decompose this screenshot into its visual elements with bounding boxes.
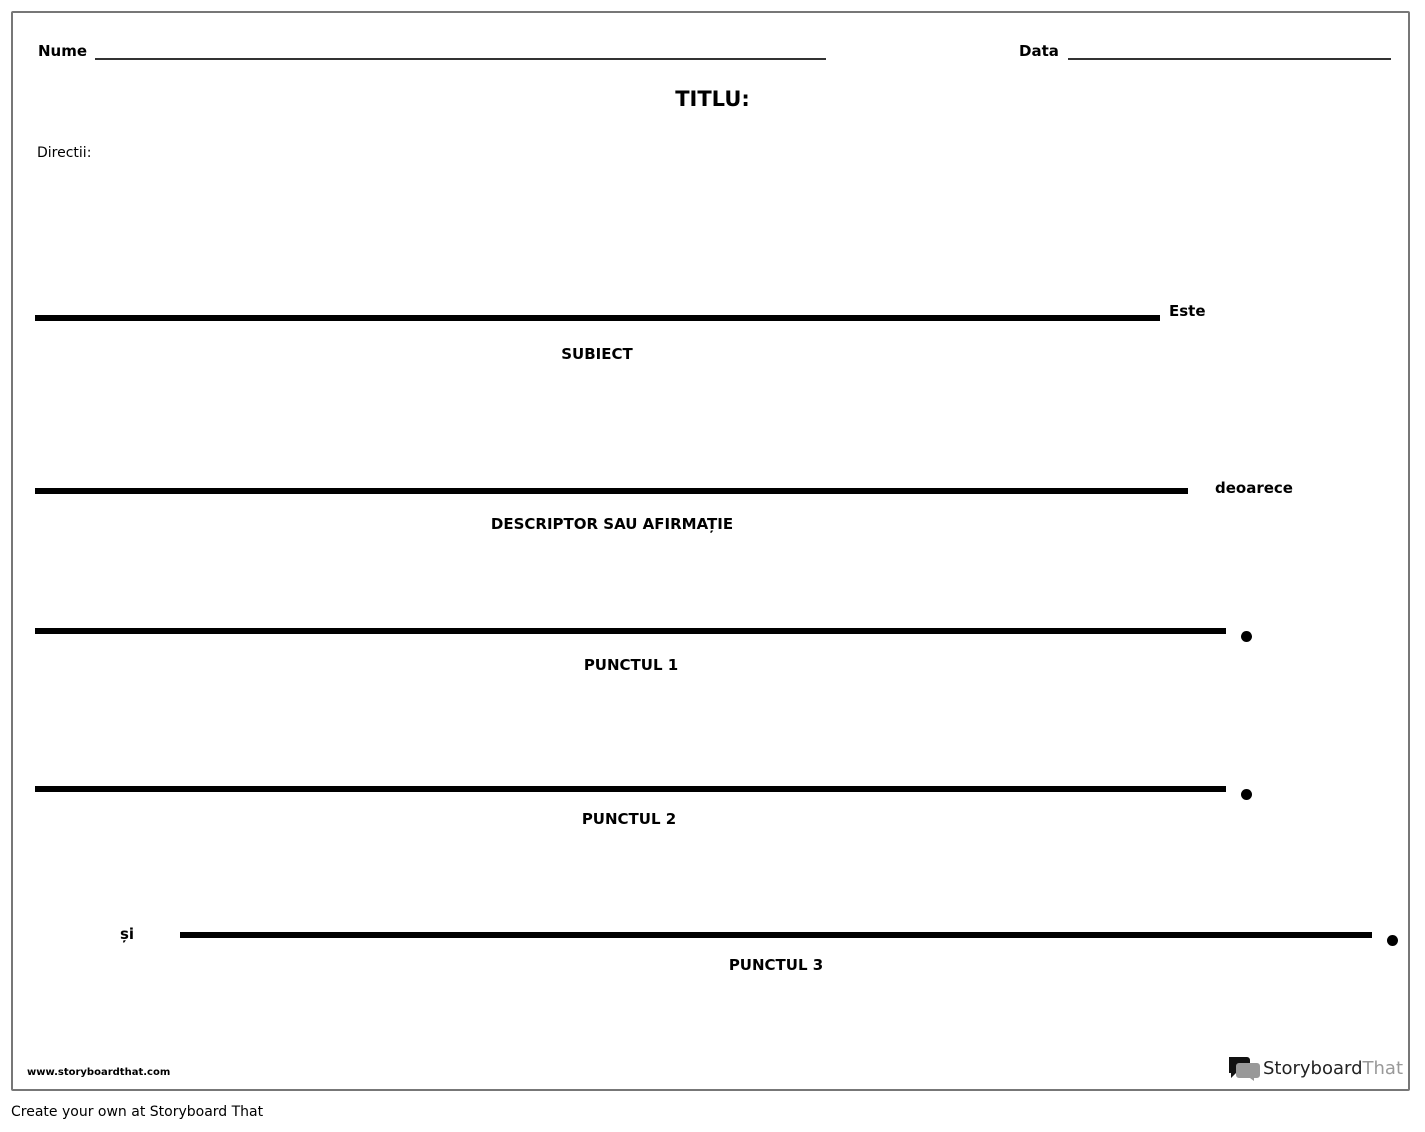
date-field[interactable] [1068,58,1391,60]
point3-line[interactable] [180,932,1372,938]
directions-label: Directii: [37,145,92,161]
point1-caption: PUNCTUL 1 [583,656,679,674]
page-title: TITLU: [675,87,750,111]
credit-link[interactable]: Create your own at Storyboard That [11,1104,264,1120]
date-label: Data [1019,42,1059,60]
worksheet-frame [11,11,1410,1091]
point2-line[interactable] [35,786,1226,792]
logo-text-that: That [1362,1057,1404,1079]
subject-line[interactable] [35,315,1160,321]
logo-text-storyboard: Storyboard [1263,1057,1363,1079]
website-link[interactable]: www.storyboardthat.com [27,1067,171,1078]
name-field[interactable] [95,58,826,60]
connector-si: și [120,925,135,943]
bullet-dot [1241,789,1252,800]
subject-caption: SUBIECT [561,345,633,363]
storyboardthat-logo: Storyboard That [1227,1055,1403,1081]
point1-line[interactable] [35,628,1226,634]
descriptor-line[interactable] [35,488,1188,494]
bullet-dot [1241,631,1252,642]
speech-bubbles-icon [1229,1057,1260,1081]
descriptor-caption: DESCRIPTOR SAU AFIRMAȚIE [490,515,734,533]
name-label: Nume [38,42,88,60]
connector-deoarece: deoarece [1215,479,1293,497]
point2-caption: PUNCTUL 2 [581,810,677,828]
point3-caption: PUNCTUL 3 [728,956,824,974]
bullet-dot [1387,935,1398,946]
connector-este: Este [1169,302,1206,320]
